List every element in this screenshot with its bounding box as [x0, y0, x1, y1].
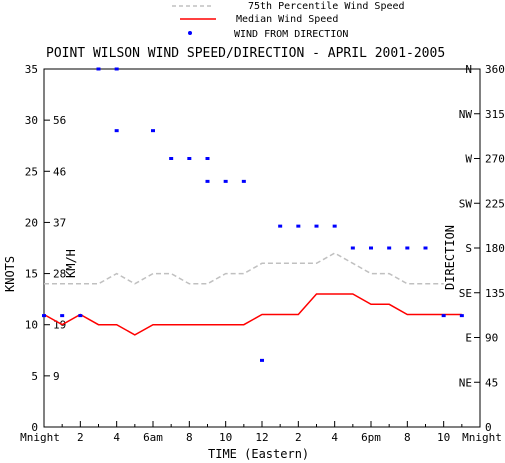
- x-tick-label: 10: [219, 431, 232, 444]
- direction-marker: [369, 246, 373, 250]
- direction-value-label: 90: [485, 332, 498, 345]
- direction-marker: [223, 179, 228, 183]
- direction-marker: [96, 67, 101, 71]
- x-tick-label: 4: [113, 431, 120, 444]
- legend: 75th Percentile Wind Speed Median Wind S…: [172, 1, 405, 40]
- x-tick-label: Mnight: [462, 431, 502, 444]
- direction-marker: [42, 314, 46, 318]
- x-tick-label: 8: [404, 431, 411, 444]
- knots-tick-label: 0: [31, 421, 38, 434]
- compass-label: E: [465, 332, 472, 345]
- legend-label-median: Median Wind Speed: [236, 14, 338, 25]
- direction-marker: [260, 358, 264, 362]
- compass-label: NE: [459, 376, 472, 389]
- direction-marker: [169, 157, 174, 160]
- x-tick-label: Mnight: [20, 431, 60, 444]
- compass-label: N: [465, 63, 472, 76]
- direction-marker: [205, 179, 210, 183]
- legend-label-75th: 75th Percentile Wind Speed: [248, 1, 405, 12]
- x-tick-label: 4: [331, 431, 338, 444]
- compass-label: W: [465, 153, 472, 166]
- direction-marker: [278, 224, 283, 228]
- direction-marker: [332, 224, 337, 228]
- compass-label: SW: [459, 197, 473, 210]
- median-line: [43, 293, 462, 336]
- direction-marker: [350, 246, 355, 250]
- chart-title: POINT WILSON WIND SPEED/DIRECTION - APRI…: [46, 46, 445, 61]
- knots-tick-label: 15: [25, 268, 38, 281]
- kmh-tick-label: 37: [53, 216, 66, 229]
- x-tick-label: 8: [186, 431, 193, 444]
- kmh-tick-label: 28: [53, 268, 66, 281]
- axes: 0510152025303591928374656360315270225180…: [20, 63, 505, 444]
- direction-marker: [459, 314, 464, 318]
- direction-marker: [114, 67, 119, 71]
- y-axis-label-direction: DIRECTION: [443, 225, 457, 290]
- direction-marker: [441, 314, 446, 318]
- series-layer: [42, 67, 464, 362]
- direction-value-label: 225: [485, 197, 505, 210]
- compass-label: S: [465, 242, 472, 255]
- knots-tick-label: 20: [25, 216, 38, 229]
- percentile-75-line: [44, 252, 444, 285]
- direction-value-label: 0: [485, 421, 492, 434]
- direction-value-label: 180: [485, 242, 505, 255]
- x-tick-label: 6pm: [361, 431, 381, 444]
- direction-marker: [387, 246, 392, 250]
- legend-marker-direction: [188, 31, 192, 35]
- direction-marker: [241, 179, 246, 183]
- y-axis-label-kmh: KM/H: [64, 249, 78, 278]
- y-axis-label-knots: KNOTS: [3, 256, 17, 292]
- direction-marker: [151, 129, 155, 133]
- direction-marker: [314, 224, 319, 228]
- knots-tick-label: 10: [25, 319, 38, 332]
- direction-marker: [423, 246, 428, 250]
- direction-value-label: 360: [485, 63, 505, 76]
- x-axis-label: TIME (Eastern): [208, 447, 309, 461]
- direction-value-label: 315: [485, 108, 505, 121]
- x-tick-label: 10: [437, 431, 450, 444]
- compass-label: SE: [459, 287, 472, 300]
- plot-area: [43, 68, 481, 428]
- kmh-tick-label: 56: [53, 114, 66, 127]
- direction-value-label: 270: [485, 153, 505, 166]
- direction-marker: [405, 246, 410, 250]
- legend-label-direction: WIND FROM DIRECTION: [234, 29, 348, 40]
- direction-marker: [78, 314, 83, 318]
- kmh-tick-label: 46: [53, 165, 66, 178]
- knots-tick-label: 30: [25, 114, 38, 127]
- x-tick-label: 2: [77, 431, 84, 444]
- knots-tick-label: 25: [25, 165, 38, 178]
- direction-value-label: 45: [485, 376, 498, 389]
- knots-tick-label: 5: [31, 370, 38, 383]
- knots-tick-label: 35: [25, 63, 38, 76]
- direction-marker: [114, 129, 119, 133]
- direction-marker: [296, 224, 301, 228]
- kmh-tick-label: 9: [53, 370, 60, 383]
- direction-marker: [205, 157, 210, 160]
- x-tick-label: 2: [295, 431, 302, 444]
- compass-label: NW: [459, 108, 473, 121]
- direction-marker: [60, 314, 65, 318]
- direction-marker: [187, 157, 192, 160]
- direction-value-label: 135: [485, 287, 505, 300]
- x-tick-label: 6am: [143, 431, 163, 444]
- x-tick-label: 12: [255, 431, 268, 444]
